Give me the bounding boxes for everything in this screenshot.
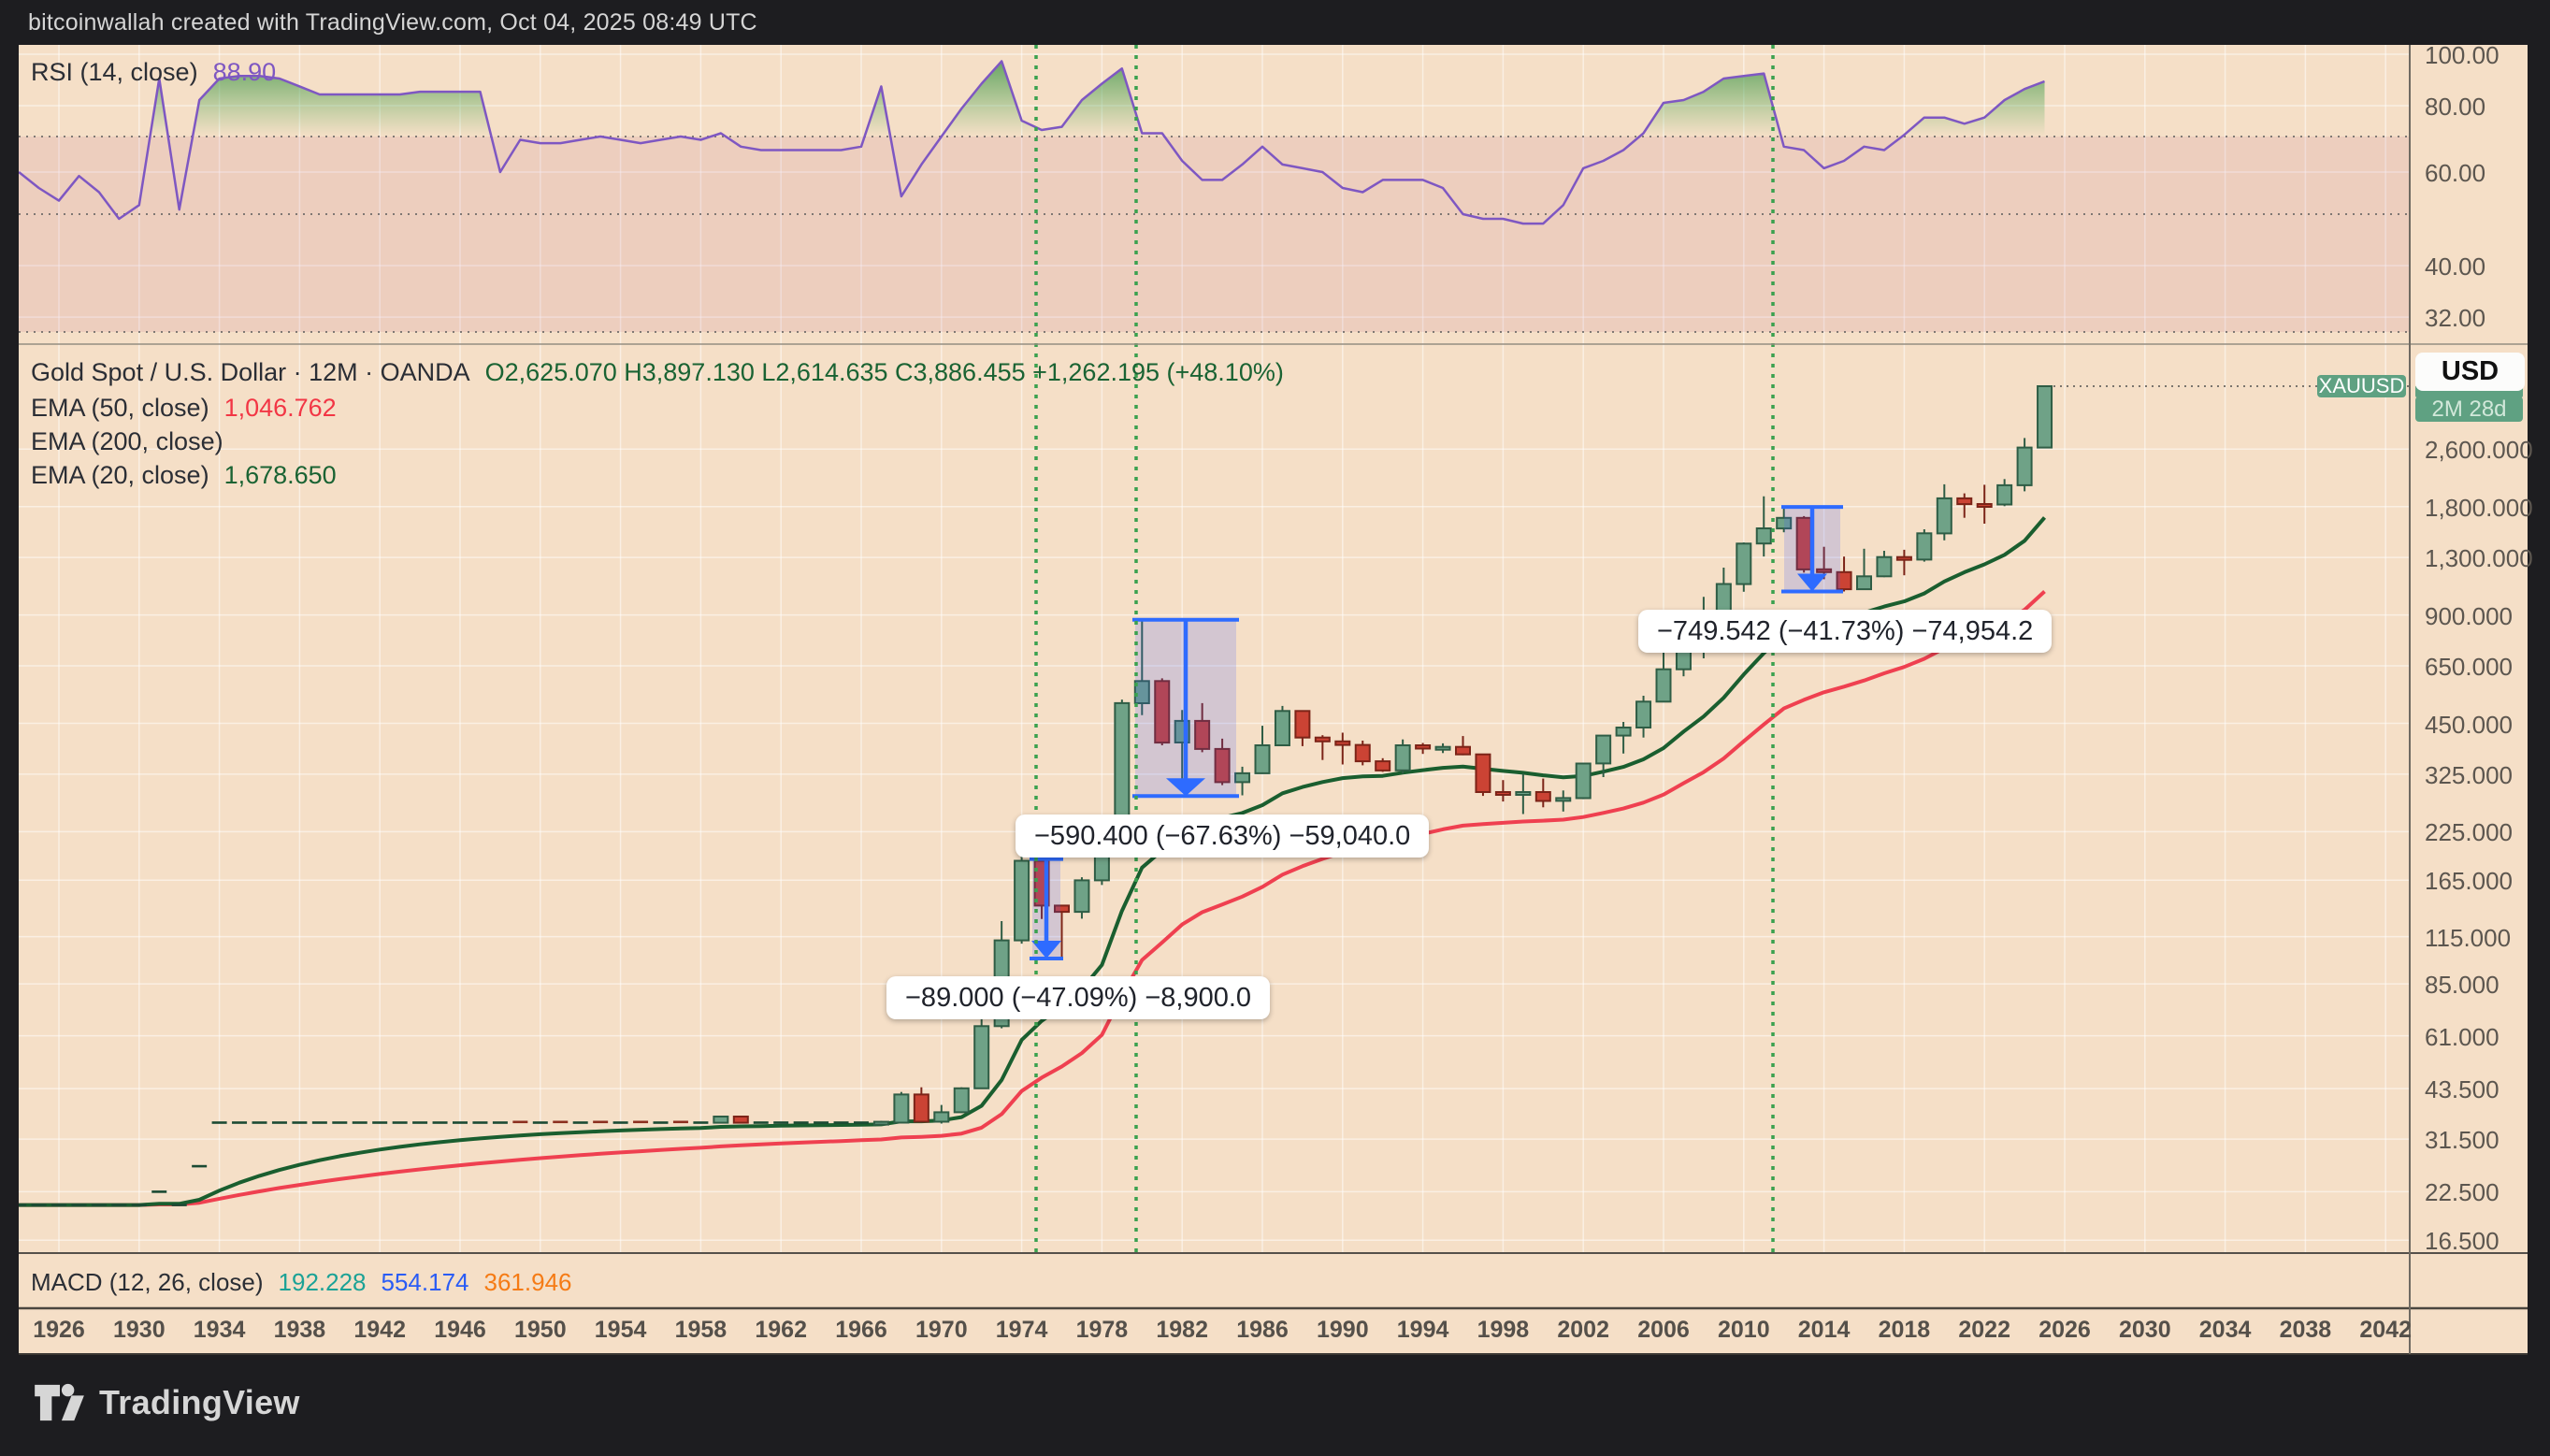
ema-value: 1,046.762 — [223, 394, 337, 422]
year-label: 1994 — [1396, 1317, 1449, 1343]
macd-value: 361.946 — [483, 1268, 572, 1296]
price-axis-label: 650.000 — [2425, 653, 2513, 682]
ema-legend-row[interactable]: EMA (20, close) 1,678.650 — [31, 461, 337, 490]
price-axis-label: 61.000 — [2425, 1022, 2500, 1051]
year-label: 2002 — [1557, 1317, 1609, 1343]
year-label: 1942 — [353, 1317, 406, 1343]
year-label: 1946 — [434, 1317, 486, 1343]
rsi-axis-label: 60.00 — [2425, 159, 2486, 187]
rsi-legend-title[interactable]: RSI (14, close) — [31, 58, 198, 86]
price-axis-label: 22.500 — [2425, 1178, 2500, 1207]
symbol-price-badge[interactable]: XAUUSD — [2317, 374, 2406, 397]
ema-label[interactable]: EMA (50, close) — [31, 394, 209, 422]
tradingview-logo-text: TradingView — [99, 1383, 300, 1421]
macd-value: 554.174 — [381, 1268, 469, 1296]
symbol-legend[interactable]: Gold Spot / U.S. Dollar · 12M · OANDA O2… — [31, 358, 1284, 387]
price-axis-label: 225.000 — [2425, 818, 2513, 847]
ema-label[interactable]: EMA (20, close) — [31, 461, 209, 489]
rsi-axis-label: 100.00 — [2425, 41, 2500, 69]
year-label: 1974 — [995, 1317, 1048, 1343]
year-label: 2034 — [2198, 1317, 2252, 1343]
year-label: 2022 — [1958, 1317, 2010, 1343]
year-label: 1970 — [915, 1317, 968, 1343]
price-axis-label: 1,300.000 — [2425, 544, 2533, 573]
year-label: 2010 — [1717, 1317, 1770, 1343]
price-axis-label: 1,800.000 — [2425, 493, 2533, 522]
chart-panels-background — [19, 45, 2410, 1354]
ema-legend-row[interactable]: EMA (50, close) 1,046.762 — [31, 394, 337, 423]
top-attribution-bar: bitcoinwallah created with TradingView.c… — [0, 0, 2550, 45]
rsi-axis-label: 32.00 — [2425, 304, 2486, 333]
ema-value: 1,678.650 — [223, 461, 337, 489]
macd-legend[interactable]: MACD (12, 26, close) 192.228 554.174 361.9… — [31, 1268, 571, 1297]
rsi-axis-label: 80.00 — [2425, 93, 2486, 122]
year-label: 1930 — [112, 1317, 166, 1343]
ema-legend-row[interactable]: EMA (200, close) — [31, 427, 223, 456]
symbol-title[interactable]: Gold Spot / U.S. Dollar · 12M · OANDA — [31, 358, 470, 386]
macd-value: 192.228 — [278, 1268, 367, 1296]
year-label: 1934 — [193, 1317, 246, 1343]
price-axis-label: 450.000 — [2425, 710, 2513, 739]
countdown-label: 2M 28d — [2431, 396, 2507, 422]
year-label: 1986 — [1236, 1317, 1289, 1343]
year-label: 2038 — [2279, 1317, 2332, 1343]
attribution-text: bitcoinwallah created with TradingView.c… — [28, 9, 757, 36]
currency-label: USD — [2441, 356, 2500, 386]
rsi-legend[interactable]: RSI (14, close) 88.90 — [31, 58, 276, 87]
price-axis-label: 2,600.000 — [2425, 436, 2533, 465]
price-axis-label: 165.000 — [2425, 867, 2513, 896]
rsi-axis-label: 40.00 — [2425, 252, 2486, 281]
year-label: 2018 — [1878, 1317, 1931, 1343]
year-label: 1982 — [1156, 1317, 1208, 1343]
price-axis-label: 31.500 — [2425, 1126, 2500, 1155]
price-axis-label: 16.500 — [2425, 1227, 2500, 1256]
year-label: 1938 — [273, 1317, 326, 1343]
year-label: 1990 — [1316, 1317, 1369, 1343]
price-axis-label: 325.000 — [2425, 760, 2513, 789]
macd-legend-title[interactable]: MACD (12, 26, close) — [31, 1268, 264, 1296]
tradingview-logo[interactable]: TradingView — [34, 1381, 300, 1424]
year-label: 1966 — [835, 1317, 887, 1343]
symbol-badge-label: XAUUSD — [2318, 374, 2405, 397]
year-label: 2006 — [1637, 1317, 1690, 1343]
year-label: 1958 — [674, 1317, 728, 1343]
year-label: 1950 — [513, 1317, 567, 1343]
macd-legend-values: 192.228 554.174 361.946 — [279, 1268, 572, 1297]
year-label: 1962 — [755, 1317, 807, 1343]
year-label: 1926 — [33, 1317, 85, 1343]
bar-countdown-badge[interactable]: 2M 28d — [2415, 396, 2523, 422]
price-axis-label: 900.000 — [2425, 601, 2513, 630]
year-label: 2042 — [2359, 1317, 2412, 1343]
measure-callout-pill[interactable]: −590.400 (−67.63%) −59,040.0 — [1016, 814, 1430, 858]
year-label: 2030 — [2118, 1317, 2171, 1343]
symbol-ohlc-values: O2,625.070 H3,897.130 L2,614.635 C3,886.… — [484, 358, 1284, 386]
price-axis-label: 115.000 — [2425, 923, 2512, 952]
rsi-legend-value: 88.90 — [212, 58, 277, 86]
year-label: 1978 — [1075, 1317, 1129, 1343]
currency-button[interactable]: USD — [2415, 353, 2525, 391]
year-label: 1954 — [594, 1317, 647, 1343]
ema-label[interactable]: EMA (200, close) — [31, 427, 223, 455]
price-axis-label: 43.500 — [2425, 1075, 2500, 1104]
tradingview-logo-icon — [35, 1383, 84, 1421]
year-label: 2026 — [2039, 1317, 2091, 1343]
year-label: 2014 — [1797, 1317, 1851, 1343]
measure-callout-pill[interactable]: −749.542 (−41.73%) −74,954.2 — [1638, 610, 2053, 653]
measure-callout-pill[interactable]: −89.000 (−47.09%) −8,900.0 — [886, 976, 1271, 1019]
year-label: 1998 — [1477, 1317, 1530, 1343]
price-axis-background[interactable] — [2410, 45, 2528, 1354]
price-axis-label: 85.000 — [2425, 971, 2500, 1000]
